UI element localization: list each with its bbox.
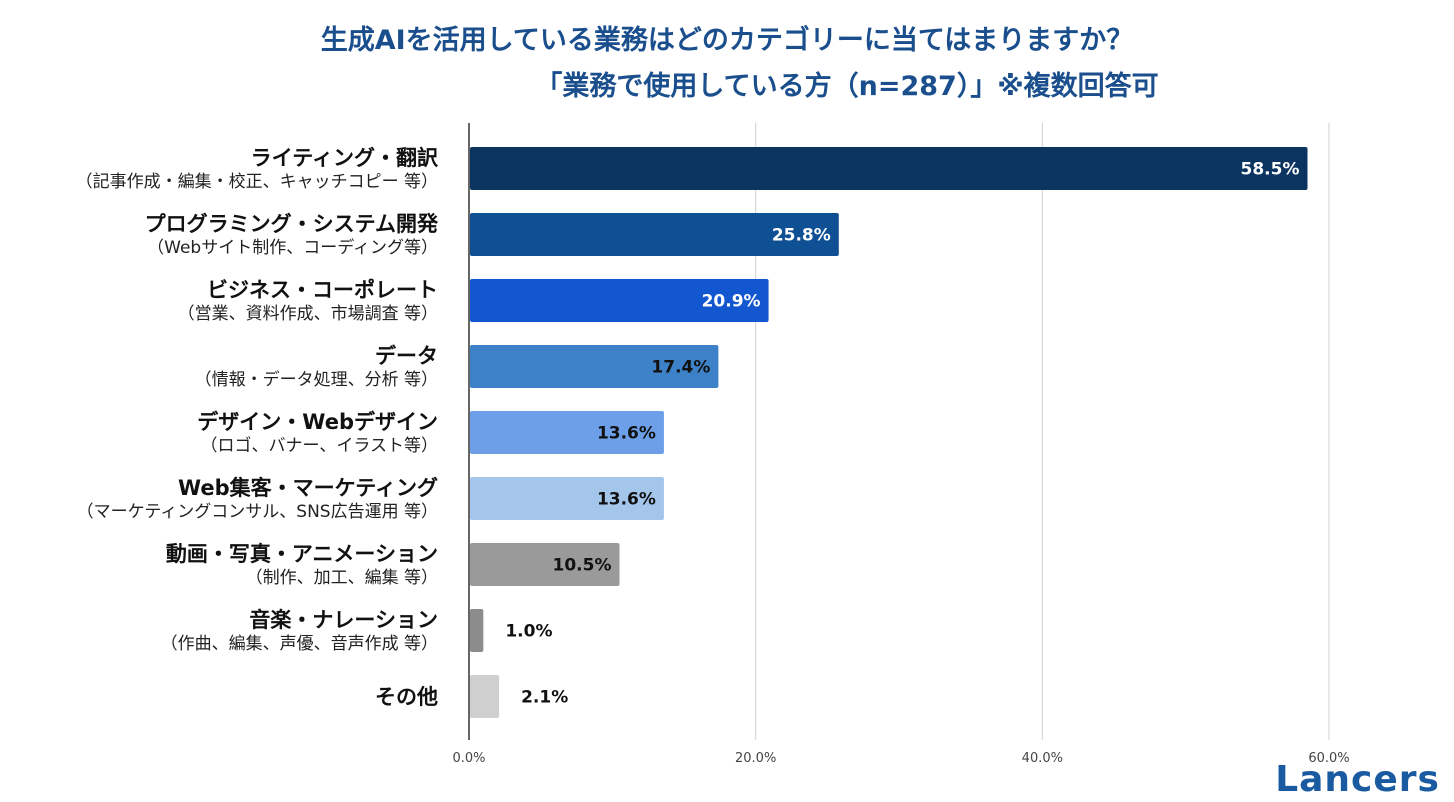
category-name: その他: [375, 684, 438, 709]
category-label: 音楽・ナレーション （作曲、編集、声優、音声作成 等）: [161, 607, 438, 655]
category-name: デザイン・Webデザイン: [197, 410, 438, 434]
category-sublabel: （作曲、編集、声優、音声作成 等）: [160, 634, 438, 654]
category-sublabel: （記事作成・編集・校正、キャッチコピー 等）: [75, 172, 438, 192]
bar: [470, 609, 484, 652]
category-label: プログラミング・システム開発 （Webサイト制作、コーディング等）: [145, 211, 438, 259]
x-tick-label: 60.0%: [1308, 751, 1349, 766]
category-sublabel: （マーケティングコンサル、SNS広告運用 等）: [76, 502, 438, 522]
bar-value-label: 20.9%: [702, 292, 761, 312]
chart-subtitle: 「業務で使用している方（n=287）」※複数回答可: [535, 71, 1159, 102]
bar: [470, 411, 664, 454]
bar-value-label: 13.6%: [597, 424, 656, 444]
bar: [470, 477, 664, 520]
category-label: 動画・写真・アニメーション （制作、加工、編集 等）: [166, 541, 438, 589]
category-label: ライティング・翻訳 （記事作成・編集・校正、キャッチコピー 等）: [76, 145, 438, 193]
bar-value-label: 17.4%: [651, 358, 710, 378]
x-tick-label: 0.0%: [452, 751, 485, 766]
category-sublabel: （ロゴ、バナー、イラスト等）: [200, 436, 439, 456]
bar: [470, 543, 620, 586]
category-label: その他: [375, 684, 438, 710]
category-label: ビジネス・コーポレート （営業、資料作成、市場調査 等）: [178, 277, 438, 325]
x-tick-label: 40.0%: [1022, 751, 1063, 766]
category-name: ビジネス・コーポレート: [207, 278, 438, 302]
bar: [470, 345, 719, 388]
category-name: Web集客・マーケティング: [177, 476, 438, 500]
category-label: デザイン・Webデザイン （ロゴ、バナー、イラスト等）: [197, 409, 438, 457]
chart-title: 生成AIを活用している業務はどのカテゴリーに当てはまりますか？: [320, 25, 1134, 56]
bar-value-label: 58.5%: [1241, 160, 1300, 180]
category-label: Web集客・マーケティング （マーケティングコンサル、SNS広告運用 等）: [77, 475, 438, 523]
bar: [470, 675, 500, 718]
x-tick-label: 20.0%: [735, 751, 776, 766]
bar-value-label: 25.8%: [772, 226, 831, 246]
category-name: ライティング・翻訳: [250, 146, 438, 170]
bar-value-label: 13.6%: [597, 490, 656, 510]
bar: [470, 279, 769, 322]
category-sublabel: （制作、加工、編集 等）: [245, 568, 438, 588]
category-sublabel: （営業、資料作成、市場調査 等）: [177, 304, 438, 324]
bar-value-label: 1.0%: [505, 622, 552, 642]
bar: [470, 213, 839, 256]
bar: [470, 147, 1308, 190]
category-sublabel: （情報・データ処理、分析 等）: [194, 370, 438, 390]
lancers-logo: Lancers: [1275, 759, 1440, 800]
bar-value-label: 10.5%: [553, 556, 612, 576]
category-sublabel: （Webサイト制作、コーディング等）: [147, 238, 438, 258]
category-name: データ: [375, 344, 438, 368]
category-label: データ （情報・データ処理、分析 等）: [195, 343, 438, 391]
category-name: 動画・写真・アニメーション: [165, 542, 438, 566]
category-name: 音楽・ナレーション: [249, 608, 438, 632]
category-name: プログラミング・システム開発: [144, 212, 438, 236]
bar-value-label: 2.1%: [521, 688, 568, 708]
